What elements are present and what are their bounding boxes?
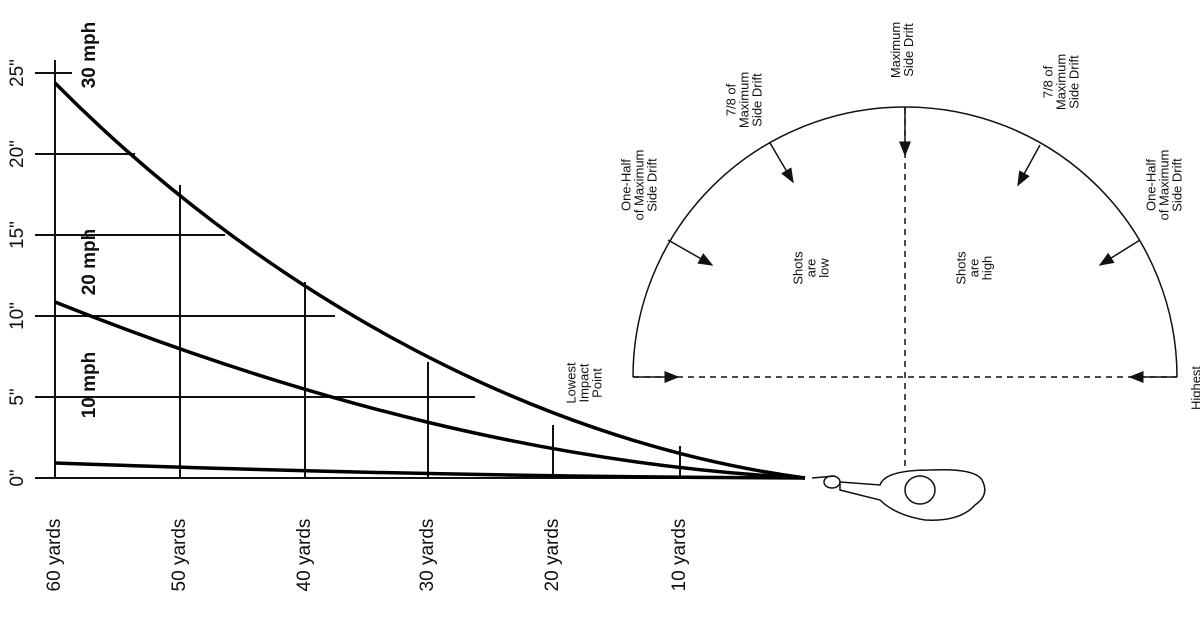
drift-label: of Maximum (1156, 150, 1171, 221)
wind-speed-label: 30 mph (79, 22, 100, 89)
x-tick-label: 50 yards (169, 519, 190, 592)
x-tick-label: 60 yards (44, 519, 65, 592)
drift-label: Side Drift (901, 23, 916, 77)
y-tick-label: 20" (7, 140, 28, 168)
shot-note: are (966, 259, 981, 278)
drift-label: 7/8 of (723, 83, 738, 116)
drift-label: of Maximum (631, 150, 646, 221)
x-tick-label: 10 yards (669, 519, 690, 592)
y-tick-label: 25" (7, 59, 28, 87)
y-tick-label: 10" (7, 302, 28, 330)
shot-note: Shots (790, 251, 805, 285)
drift-label: Highest (1188, 366, 1200, 410)
wind-speed-label: 10 mph (79, 352, 100, 419)
drift-label: Side Drift (1066, 55, 1081, 109)
drift-label: One-Half (1143, 159, 1158, 211)
drift-label: Point (589, 368, 604, 398)
drift-label: Lowest (563, 362, 578, 404)
drift-label: Maximum (1053, 54, 1068, 110)
drift-label: Side Drift (1169, 158, 1184, 212)
x-tick-label: 40 yards (294, 519, 315, 592)
shot-note: Shots (953, 251, 968, 285)
wind-speed-label: 20 mph (79, 229, 100, 296)
y-tick-label: 5" (7, 388, 28, 405)
drift-label: Side Drift (644, 158, 659, 212)
semicircle (632, 106, 1178, 472)
drift-curves (53, 81, 806, 480)
x-tick-label: 30 yards (417, 519, 438, 592)
shot-note: are (803, 259, 818, 278)
drift-label: 7/8 of (1040, 65, 1055, 98)
y-tick-label: 15" (7, 221, 28, 249)
shooter-icon (811, 468, 986, 521)
drift-label: One-Half (618, 159, 633, 211)
y-tick-label: 0" (7, 469, 28, 486)
x-tick-label: 20 yards (542, 519, 563, 592)
grid (35, 60, 805, 479)
shot-note: high (979, 256, 994, 281)
drift-label: Maximum (888, 22, 903, 78)
drift-label: Maximum (736, 72, 751, 128)
drift-label: Side Drift (749, 73, 764, 127)
shot-note: low (816, 258, 831, 278)
drift-label: Impact (576, 363, 591, 402)
